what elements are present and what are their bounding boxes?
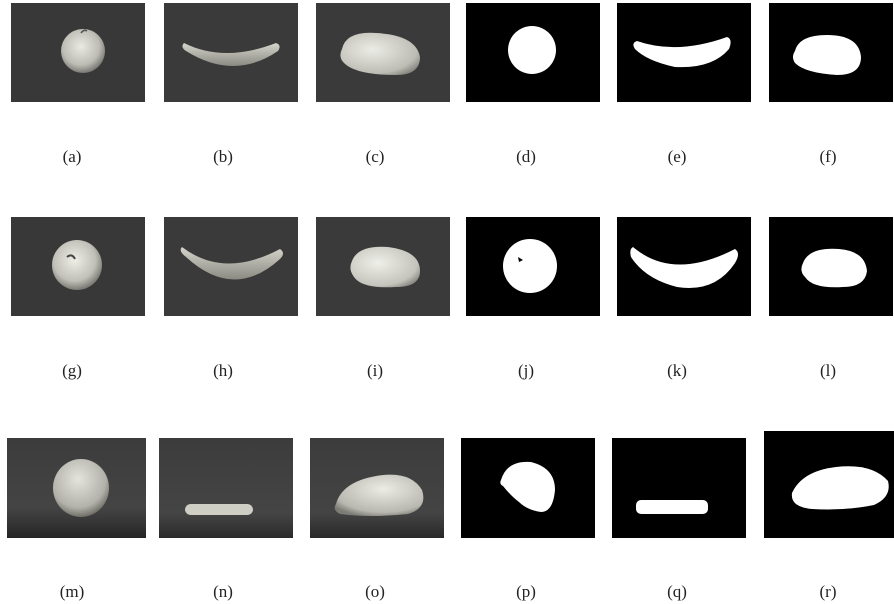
caption-o: (o) (365, 582, 385, 601)
panel-p-apple-mask (461, 438, 595, 538)
caption-c: (c) (365, 147, 385, 166)
panel-o-mango-photo (310, 438, 444, 538)
panel-g-apple-photo (11, 217, 145, 316)
panel-h-banana-photo (164, 217, 298, 316)
panel-i-mango-photo (316, 217, 450, 316)
caption-q: (q) (667, 582, 687, 601)
panel-j-apple-mask (466, 217, 600, 316)
panel-q-banana-mask (612, 438, 746, 538)
caption-d: (d) (516, 147, 536, 166)
caption-k: (k) (667, 361, 687, 380)
panel-b-banana-photo (164, 3, 298, 102)
caption-b: (b) (213, 147, 233, 166)
caption-g: (g) (62, 361, 82, 380)
panel-l-mango-mask (769, 217, 893, 316)
caption-a: (a) (62, 147, 82, 166)
caption-r: (r) (819, 582, 837, 601)
caption-m: (m) (59, 582, 85, 601)
panel-m-apple-photo (7, 438, 146, 538)
caption-f: (f) (819, 147, 837, 166)
panel-r-mango-mask (764, 431, 894, 538)
panel-d-apple-mask (466, 3, 600, 102)
panel-k-banana-mask (617, 217, 751, 316)
caption-h: (h) (213, 361, 233, 380)
panel-e-banana-mask (617, 3, 751, 102)
caption-p: (p) (516, 582, 536, 601)
caption-l: (l) (819, 361, 837, 380)
caption-i: (i) (366, 361, 384, 380)
caption-n: (n) (213, 582, 233, 601)
panel-f-mango-mask (769, 3, 893, 102)
panel-a-apple-photo (11, 3, 145, 102)
panel-c-mango-photo (316, 3, 450, 102)
caption-j: (j) (517, 361, 535, 380)
caption-e: (e) (667, 147, 687, 166)
panel-n-banana-photo (159, 438, 293, 538)
